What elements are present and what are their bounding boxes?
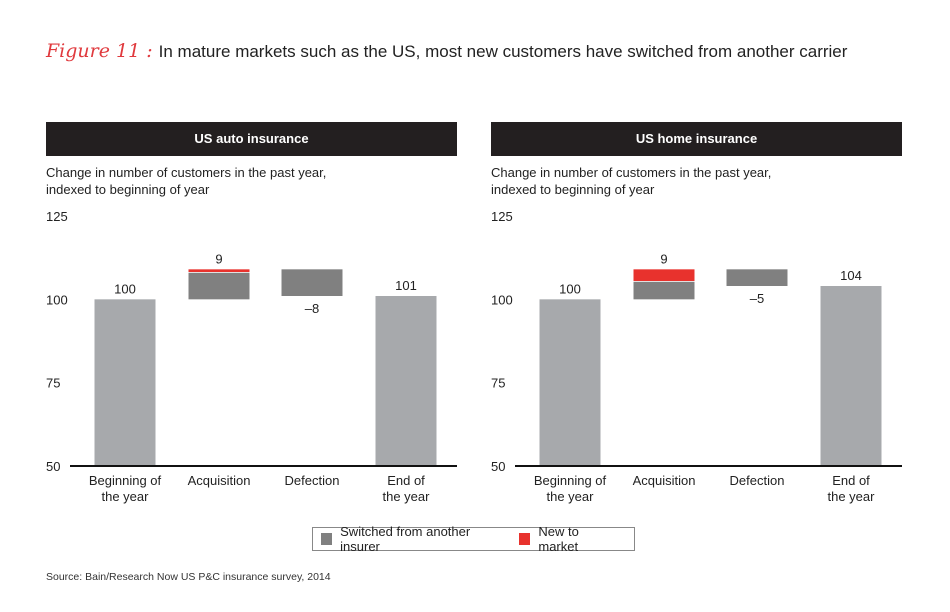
y-axis-label-home-line-1: Change in number of customers in the pas… <box>491 165 772 180</box>
data-label-auto-1: 9 <box>215 251 222 266</box>
legend: Switched from another insurer New to mar… <box>312 524 635 554</box>
y-axis-label-home: Change in number of customers in the pas… <box>491 164 891 198</box>
figure-title-text: In mature markets such as the US, most n… <box>158 42 848 61</box>
legend-label-switched: Switched from another insurer <box>340 524 471 554</box>
data-label-home-3: 104 <box>840 268 862 283</box>
category-label-home-3-1: the year <box>828 489 876 504</box>
bar-auto-3 <box>375 296 437 466</box>
bar-home-3 <box>820 286 882 466</box>
y-axis-label-auto-line-1: Change in number of customers in the pas… <box>46 165 327 180</box>
figure-label: Figure 11 : <box>46 40 153 62</box>
category-label-auto-2-0: Defection <box>285 473 340 488</box>
category-label-auto-3-1: the year <box>383 489 431 504</box>
category-label-home-0-0: Beginning of <box>534 473 607 488</box>
y-tick-label-home-100: 100 <box>491 292 513 307</box>
category-label-auto-1-0: Acquisition <box>188 473 251 488</box>
panel-title-auto: US auto insurance <box>46 122 457 156</box>
data-label-home-0: 100 <box>559 281 581 296</box>
source-note: Source: Bain/Research Now US P&C insuran… <box>46 571 331 583</box>
bar-auto-0 <box>94 299 156 466</box>
category-label-auto-0-0: Beginning of <box>89 473 162 488</box>
y-tick-label-auto-125: 125 <box>46 209 68 224</box>
y-axis-label-home-line-2: indexed to beginning of year <box>491 182 655 197</box>
category-label-home-3-0: End of <box>832 473 870 488</box>
bar-home-0 <box>539 299 601 466</box>
legend-swatch-switched <box>321 533 333 545</box>
figure-title: Figure 11 : In mature markets such as the… <box>46 40 847 62</box>
y-axis-label-auto-line-2: indexed to beginning of year <box>46 182 210 197</box>
data-label-auto-2: –8 <box>305 301 319 316</box>
y-tick-label-home-125: 125 <box>491 209 513 224</box>
legend-swatch-new <box>519 533 531 545</box>
bar-segment-auto-1-0 <box>188 272 250 300</box>
legend-item-new: New to market <box>519 524 616 554</box>
bar-segment-home-1-1 <box>633 269 695 281</box>
data-label-auto-3: 101 <box>395 278 417 293</box>
data-label-home-2: –5 <box>750 291 764 306</box>
bar-home-2 <box>726 269 788 286</box>
category-label-auto-0-1: the year <box>102 489 150 504</box>
category-label-home-0-1: the year <box>547 489 595 504</box>
legend-label-new: New to market <box>538 524 579 554</box>
chart-panel-auto: US auto insurance Change in number of cu… <box>46 122 457 522</box>
category-label-auto-3-0: End of <box>387 473 425 488</box>
bar-auto-2 <box>281 269 343 296</box>
y-tick-label-home-50: 50 <box>491 459 505 474</box>
bar-segment-home-1-0 <box>633 281 695 300</box>
y-tick-label-home-75: 75 <box>491 376 505 391</box>
category-label-home-2-0: Defection <box>730 473 785 488</box>
bar-segment-auto-1-1 <box>188 269 250 272</box>
chart-panel-home: US home insurance Change in number of cu… <box>491 122 902 522</box>
data-label-auto-0: 100 <box>114 281 136 296</box>
data-label-home-1: 9 <box>660 251 667 266</box>
y-tick-label-auto-50: 50 <box>46 459 60 474</box>
legend-item-switched: Switched from another insurer <box>321 524 501 554</box>
y-axis-label-auto: Change in number of customers in the pas… <box>46 164 446 198</box>
y-tick-label-auto-100: 100 <box>46 292 68 307</box>
category-label-home-1-0: Acquisition <box>633 473 696 488</box>
panel-title-home: US home insurance <box>491 122 902 156</box>
y-tick-label-auto-75: 75 <box>46 376 60 391</box>
